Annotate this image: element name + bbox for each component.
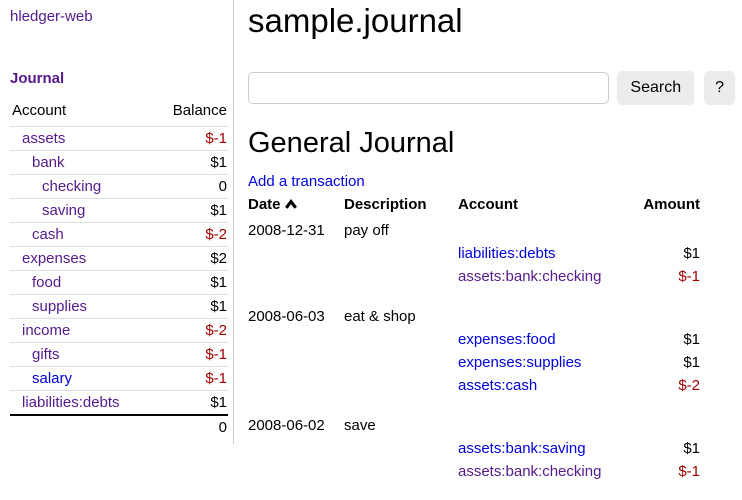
help-button[interactable]: ? (704, 71, 735, 105)
app-title-link[interactable]: hledger-web (10, 8, 93, 25)
account-row: expenses $2 (10, 246, 228, 271)
sidebar-account-link[interactable]: liabilities:debts (22, 394, 120, 411)
add-transaction-link[interactable]: Add a transaction (248, 173, 365, 190)
account-balance: $-2 (158, 318, 228, 343)
spacer-row (248, 483, 700, 500)
posting-row: liabilities:debts $1 (248, 242, 700, 265)
posting-account-link[interactable]: assets:bank:checking (458, 268, 602, 285)
posting-account-link[interactable]: expenses:supplies (458, 354, 582, 371)
account-balance: $1 (158, 198, 228, 223)
account-balance: 0 (158, 174, 228, 199)
posting-row: assets:bank:saving $1 (248, 437, 700, 460)
transaction-description: eat & shop (344, 308, 416, 325)
posting-account-link[interactable]: expenses:food (458, 331, 556, 348)
account-row: cash $-2 (10, 222, 228, 247)
posting-account-link[interactable]: assets:cash (458, 377, 538, 394)
sidebar-account-link[interactable]: supplies (32, 298, 88, 315)
accounts-header-row: Account Balance (10, 102, 228, 127)
date-header-label: Date (248, 196, 281, 213)
posting-amount: $1 (683, 440, 700, 457)
main-content: sample.journal Search ? General Journal … (235, 0, 742, 481)
account-balance: $-2 (158, 222, 228, 247)
spacer-row (248, 397, 700, 414)
transaction-date: 2008-12-31 (248, 222, 325, 239)
account-balance: $1 (158, 150, 228, 175)
sidebar-account-link[interactable]: income (22, 322, 71, 339)
posting-amount: $1 (683, 354, 700, 371)
posting-amount: $-2 (678, 377, 700, 394)
search-button[interactable]: Search (617, 71, 695, 105)
sidebar: hledger-web Journal Account Balance asse… (0, 0, 234, 444)
posting-row: expenses:food $1 (248, 328, 700, 351)
posting-account-link[interactable]: assets:bank:checking (458, 463, 602, 480)
account-balance: $1 (158, 270, 228, 295)
transaction-description: save (344, 417, 376, 434)
account-balance: $1 (158, 390, 228, 415)
sort-ascending-icon (284, 199, 297, 209)
account-row: bank $1 (10, 150, 228, 175)
sidebar-account-link[interactable]: salary (32, 370, 73, 387)
sidebar-account-link[interactable]: food (32, 274, 62, 291)
posting-row: assets:bank:checking $-1 (248, 460, 700, 483)
account-row: income $-2 (10, 318, 228, 343)
sidebar-account-link[interactable]: gifts (32, 346, 60, 363)
sidebar-account-link[interactable]: expenses (22, 250, 87, 267)
transaction-description: pay off (344, 222, 389, 239)
transaction-row: 2008-06-02 save (248, 414, 700, 437)
posting-row: expenses:supplies $1 (248, 351, 700, 374)
sidebar-account-link[interactable]: cash (32, 226, 64, 243)
posting-amount: $1 (683, 245, 700, 262)
account-row: saving $1 (10, 198, 228, 223)
spacer-row (248, 288, 700, 305)
search-form: Search ? (248, 71, 735, 105)
search-input[interactable] (248, 72, 610, 104)
posting-row: assets:bank:checking $-1 (248, 265, 700, 288)
account-balance: $-1 (158, 366, 228, 391)
register-header-row: Date Description Account Amount (248, 192, 700, 219)
account-balance: $1 (158, 294, 228, 319)
transaction-date: 2008-06-03 (248, 308, 325, 325)
account-row: assets $-1 (10, 126, 228, 151)
transaction-row: 2008-06-03 eat & shop (248, 305, 700, 328)
accounts-total-row: 0 (10, 414, 228, 439)
account-row: supplies $1 (10, 294, 228, 319)
posting-account-link[interactable]: liabilities:debts (458, 245, 556, 262)
register-col-amount[interactable]: Amount (643, 196, 700, 213)
accounts-col-balance: Balance (172, 102, 227, 119)
register-table: Date Description Account Amount 2008-12-… (248, 192, 700, 500)
sidebar-account-link[interactable]: assets (22, 130, 66, 147)
page-title: sample.journal (248, 2, 463, 39)
sidebar-nav: Journal (10, 70, 227, 87)
account-row: food $1 (10, 270, 228, 295)
account-balance: $2 (158, 246, 228, 271)
posting-amount: $-1 (678, 463, 700, 480)
accounts-col-account: Account (12, 102, 67, 119)
transaction-row: 2008-12-31 pay off (248, 219, 700, 242)
account-balance: $-1 (158, 126, 228, 151)
posting-amount: $-1 (678, 268, 700, 285)
account-row: salary $-1 (10, 366, 228, 391)
accounts-total-value: 0 (158, 414, 228, 439)
sidebar-account-link[interactable]: bank (32, 154, 65, 171)
journal-heading: General Journal (248, 127, 455, 159)
register-col-date[interactable]: Date (248, 192, 344, 219)
accounts-table: Account Balance assets $-1 bank $1 checking 0… (10, 102, 228, 439)
register-col-description[interactable]: Description (344, 196, 427, 213)
sidebar-item-journal[interactable]: Journal (10, 70, 65, 87)
sidebar-account-link[interactable]: checking (42, 178, 102, 195)
register-col-account[interactable]: Account (458, 196, 518, 213)
account-row: checking 0 (10, 174, 228, 199)
sidebar-account-link[interactable]: saving (42, 202, 86, 219)
posting-amount: $1 (683, 331, 700, 348)
transaction-date: 2008-06-02 (248, 417, 325, 434)
account-row: gifts $-1 (10, 342, 228, 367)
posting-row: assets:cash $-2 (248, 374, 700, 397)
account-balance: $-1 (158, 342, 228, 367)
posting-account-link[interactable]: assets:bank:saving (458, 440, 586, 457)
account-row: liabilities:debts $1 (10, 390, 228, 415)
